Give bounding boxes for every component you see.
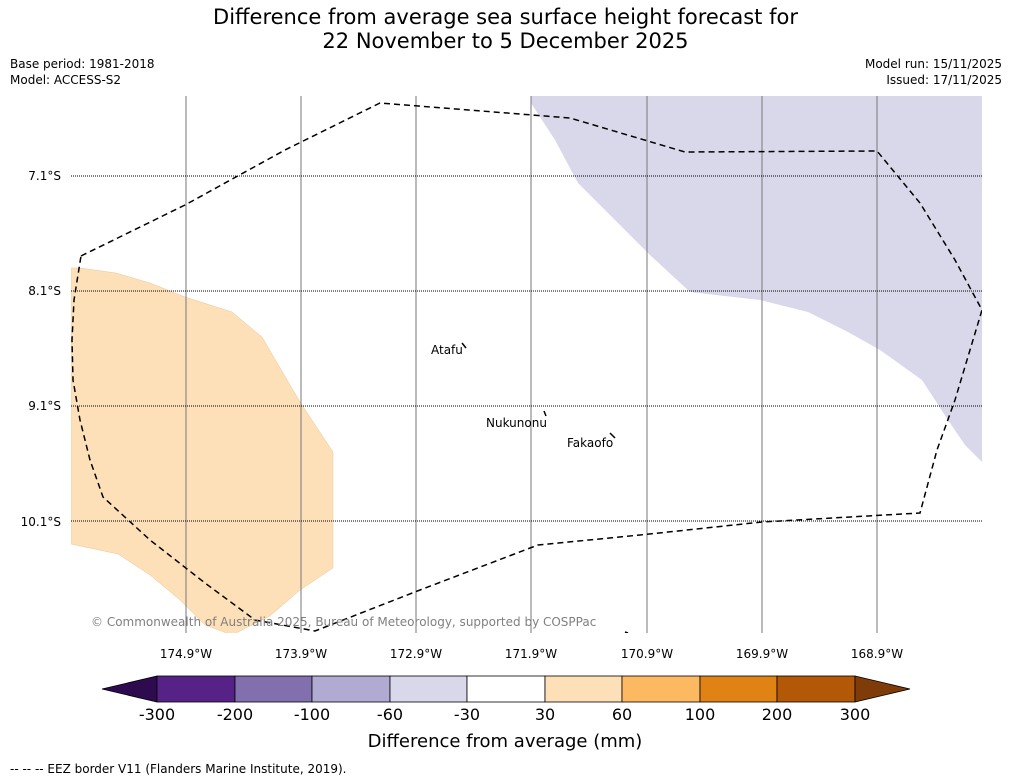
colorbar-extend-low [101,675,158,703]
lon-label: 169.9°W [736,647,788,661]
colorbar-tick: -200 [217,705,253,724]
place-label-fakaofo: Fakaofo [567,436,613,450]
chart-title: Difference from average sea surface heig… [0,5,1011,53]
lon-label: 171.9°W [505,647,557,661]
fakaofo-island [609,432,616,439]
eez-border [71,102,982,632]
copyright-notice: © Commonwealth of Australia 2025, Bureau… [91,615,596,629]
colorbar-tick: 300 [840,705,871,724]
swains-island [624,631,629,633]
map-area: Atafu Nukunonu Fakaofo © Commonwealth of… [71,96,982,633]
title-line-1: Difference from average sea surface heig… [213,5,798,29]
place-label-atafu: Atafu [431,343,463,357]
lon-label: 168.9°W [851,647,903,661]
place-label-nukunonu: Nukunonu [486,416,547,430]
colorbar-tick: 30 [535,705,555,724]
latitude-labels: 7.1°S 8.1°S 9.1°S 10.1°S [21,169,61,529]
colorbar-segment [776,675,856,703]
lat-label: 10.1°S [21,515,61,529]
colorbar-extend-high [854,675,911,703]
colorbar-tick: -60 [377,705,403,724]
title-line-2: 22 November to 5 December 2025 [322,29,689,53]
colorbar-segment [389,675,468,703]
longitude-labels: 174.9°W 173.9°W 172.9°W 171.9°W 170.9°W … [160,647,903,661]
meta-left: Base period: 1981-2018 Model: ACCESS-S2 [10,56,155,88]
lon-label: 174.9°W [160,647,212,661]
model-name: Model: ACCESS-S2 [10,73,122,87]
colorbar-tick-labels: -300 -200 -100 -60 -30 30 60 100 200 300 [139,705,870,724]
issued-date: Issued: 17/11/2025 [886,73,1002,87]
lon-label: 173.9°W [275,647,327,661]
colorbar-tick: -300 [139,705,175,724]
colorbar-segment [699,675,778,703]
nukunonu-island [543,410,547,417]
positive-anomaly-region [71,267,334,633]
colorbar-tick: -30 [454,705,480,724]
colorbar-tick: -100 [294,705,330,724]
colorbar-segment [311,675,391,703]
lat-label: 7.1°S [28,169,61,183]
colorbar-segment [544,675,623,703]
colorbar-segment [234,675,313,703]
model-run: Model run: 15/11/2025 [864,57,1002,71]
colorbar-segment [156,675,236,703]
eez-legend: -- -- -- EEZ border V11 (Flanders Marine… [10,762,347,776]
atafu-island [461,342,467,349]
base-period: Base period: 1981-2018 [10,57,155,71]
longitude-grid [185,96,878,633]
meta-right: Model run: 15/11/2025 Issued: 17/11/2025 [865,56,1002,88]
colorbar [101,675,911,703]
colorbar-tick: 100 [685,705,716,724]
colorbar-segment [466,675,546,703]
lat-label: 8.1°S [28,284,61,298]
colorbar-title: Difference from average (mm) [368,731,643,752]
islands [461,342,629,633]
colorbar-segment [621,675,701,703]
lon-label: 172.9°W [390,647,442,661]
lon-label: 170.9°W [621,647,673,661]
colorbar-tick: 60 [612,705,632,724]
colorbar-tick: 200 [762,705,793,724]
negative-anomaly-region [531,96,982,462]
lat-label: 9.1°S [28,399,61,413]
